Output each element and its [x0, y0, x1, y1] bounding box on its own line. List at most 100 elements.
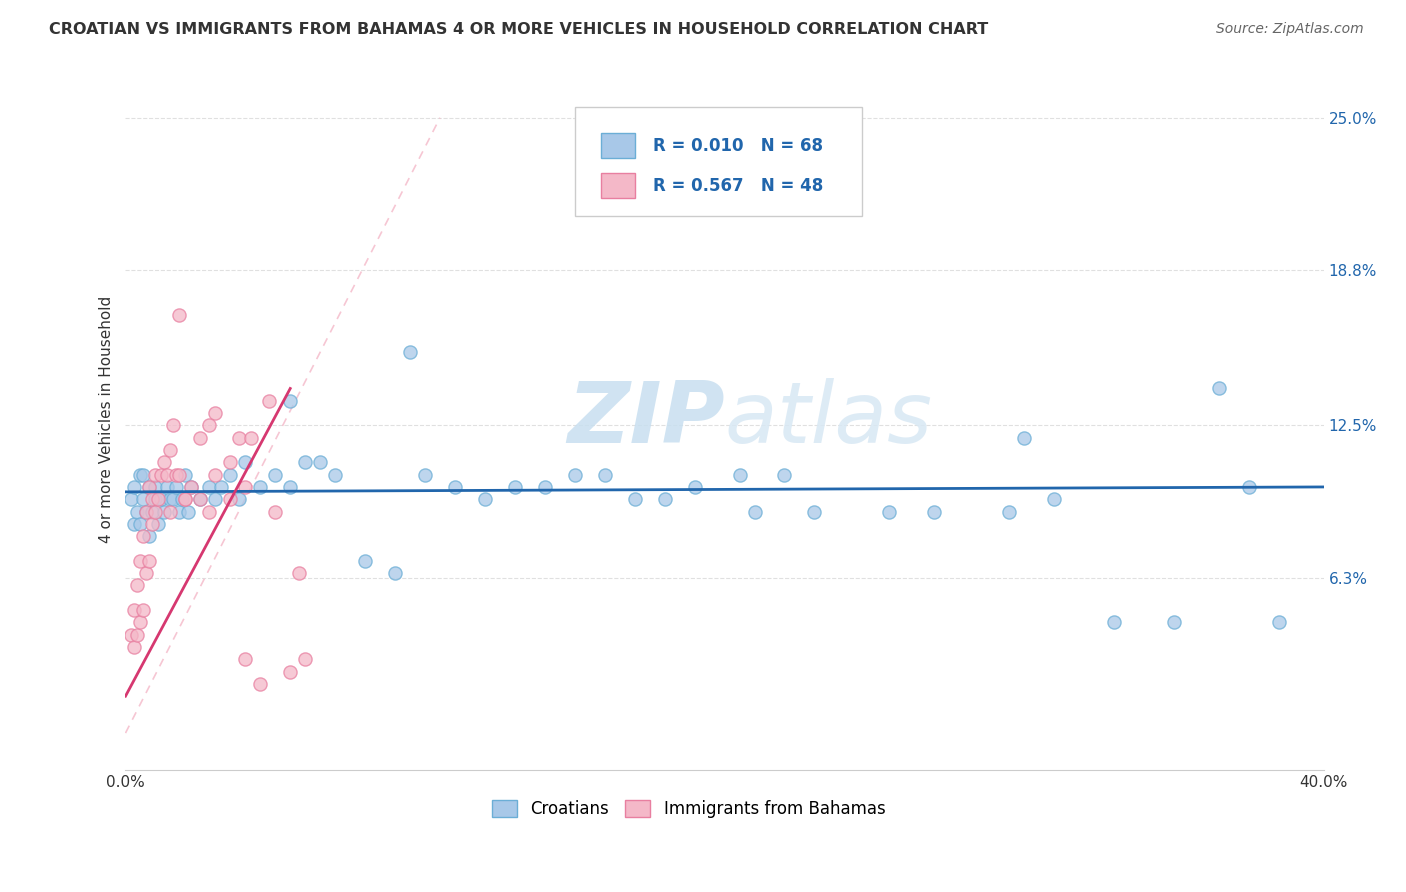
Point [228, 431, 250, 445]
Point [169, 308, 191, 322]
Point [129, 516, 152, 531]
Text: CROATIAN VS IMMIGRANTS FROM BAHAMAS 4 OR MORE VEHICLES IN HOUSEHOLD CORRELATION : CROATIAN VS IMMIGRANTS FROM BAHAMAS 4 OR… [49, 22, 988, 37]
Point [240, 431, 263, 445]
Point [132, 467, 155, 482]
Point [129, 615, 152, 630]
Point [198, 418, 221, 433]
Point [233, 480, 256, 494]
Point [503, 480, 526, 494]
Point [174, 492, 197, 507]
Point [264, 467, 287, 482]
Text: R = 0.567   N = 48: R = 0.567 N = 48 [652, 177, 823, 194]
Point [141, 516, 163, 531]
Point [162, 492, 184, 507]
Point [145, 492, 167, 507]
Point [162, 418, 184, 433]
Point [132, 492, 155, 507]
Point [593, 467, 616, 482]
Point [153, 504, 176, 518]
Point [204, 467, 226, 482]
Point [879, 504, 901, 518]
Point [153, 455, 176, 469]
Point [156, 480, 179, 494]
Point [190, 492, 212, 507]
Point [233, 652, 256, 666]
Point [135, 504, 157, 518]
Point [159, 492, 181, 507]
Point [135, 566, 157, 580]
Point [135, 504, 157, 518]
Point [219, 492, 242, 507]
Point [141, 504, 163, 518]
Point [159, 443, 181, 458]
Point [209, 480, 232, 494]
Point [204, 406, 226, 420]
Point [124, 516, 146, 531]
Y-axis label: 4 or more Vehicles in Household: 4 or more Vehicles in Household [100, 295, 114, 543]
Point [249, 677, 271, 691]
Point [145, 467, 167, 482]
Point [623, 492, 645, 507]
Point [204, 492, 226, 507]
Point [180, 480, 202, 494]
Bar [602, 173, 634, 198]
Point [399, 344, 422, 359]
Point [198, 504, 221, 518]
Point [180, 480, 202, 494]
Point [127, 578, 149, 592]
Point [228, 492, 250, 507]
Point [169, 504, 191, 518]
Point [129, 554, 152, 568]
Point [174, 467, 197, 482]
Point [138, 480, 160, 494]
Point [156, 467, 179, 482]
Point [127, 627, 149, 641]
Point [219, 467, 242, 482]
Point [309, 455, 332, 469]
Point [1237, 480, 1260, 494]
Point [1208, 382, 1230, 396]
Point [384, 566, 406, 580]
Point [233, 455, 256, 469]
Point [278, 480, 301, 494]
Point [177, 504, 200, 518]
Point [1012, 431, 1035, 445]
Point [564, 467, 586, 482]
Point [124, 603, 146, 617]
Point [141, 492, 163, 507]
Point [159, 504, 181, 518]
Point [259, 393, 281, 408]
Point [198, 480, 221, 494]
Point [148, 516, 170, 531]
Point [803, 504, 825, 518]
Point [922, 504, 945, 518]
Point [172, 492, 194, 507]
Point [744, 504, 766, 518]
Point [288, 566, 311, 580]
Point [1102, 615, 1125, 630]
Point [121, 627, 143, 641]
Point [174, 492, 197, 507]
Point [354, 554, 377, 568]
Point [683, 480, 706, 494]
Point [124, 640, 146, 654]
Point [413, 467, 436, 482]
Point [219, 455, 242, 469]
Point [278, 665, 301, 679]
Point [654, 492, 676, 507]
Point [145, 504, 167, 518]
Point [773, 467, 796, 482]
Point [129, 467, 152, 482]
Point [150, 467, 173, 482]
Point [534, 480, 557, 494]
Point [132, 529, 155, 543]
Text: R = 0.010   N = 68: R = 0.010 N = 68 [652, 136, 823, 154]
Point [278, 393, 301, 408]
Point [264, 504, 287, 518]
Point [1043, 492, 1066, 507]
Point [127, 504, 149, 518]
Point [998, 504, 1021, 518]
Point [121, 492, 143, 507]
Point [668, 172, 690, 186]
Legend: Croatians, Immigrants from Bahamas: Croatians, Immigrants from Bahamas [485, 793, 893, 825]
